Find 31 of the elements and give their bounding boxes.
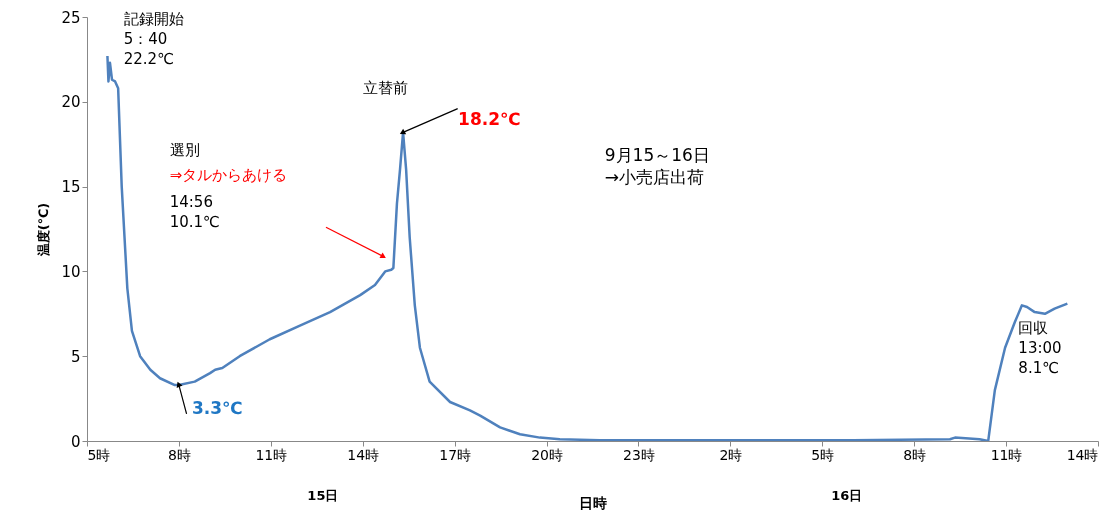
x-tick-label: 20時: [531, 446, 563, 463]
annotation: 選別: [169, 140, 200, 159]
annotation: 9月15～16日 →小売店出荷: [604, 144, 710, 187]
annotation: 記録開始 5：40 22.2℃: [123, 9, 184, 68]
x-tick-label: 14時: [1066, 446, 1099, 463]
text: 16日: [831, 488, 863, 504]
x-tick-label: 11時: [990, 446, 1023, 463]
x-tick-label: 17時: [439, 446, 472, 463]
annotation: 18.2℃: [458, 109, 521, 130]
x-tick-label: 5時: [87, 446, 111, 463]
x-tick-label: 11時: [255, 446, 288, 463]
y-tick-label: 10: [61, 262, 81, 281]
annotation: 3.3℃: [191, 398, 243, 419]
annotation: 立替前: [362, 79, 408, 98]
y-tick-label: 5: [70, 347, 81, 366]
y-tick-label: 20: [61, 93, 81, 112]
y-tick-label: 15: [61, 178, 81, 197]
x-tick-label: 23時: [623, 446, 655, 463]
x-tick-label: 5時: [811, 446, 835, 463]
x-tick-label: 8時: [167, 446, 191, 463]
x-tick-label: 14時: [347, 446, 380, 463]
text: 15日: [307, 488, 339, 504]
annotation: 回収 13:00 8.1℃: [1018, 318, 1062, 377]
y-tick-label: 0: [70, 432, 81, 451]
y-axis-title: 温度(℃): [36, 202, 52, 258]
x-axis-title: 日時: [579, 494, 607, 511]
x-tick-label: 2時: [719, 446, 743, 463]
y-tick-label: 25: [61, 8, 81, 27]
x-tick-label: 8時: [903, 446, 927, 463]
annotation: 14:56 10.1℃: [169, 193, 220, 232]
annotation: ⇒タルからあける: [169, 165, 288, 184]
